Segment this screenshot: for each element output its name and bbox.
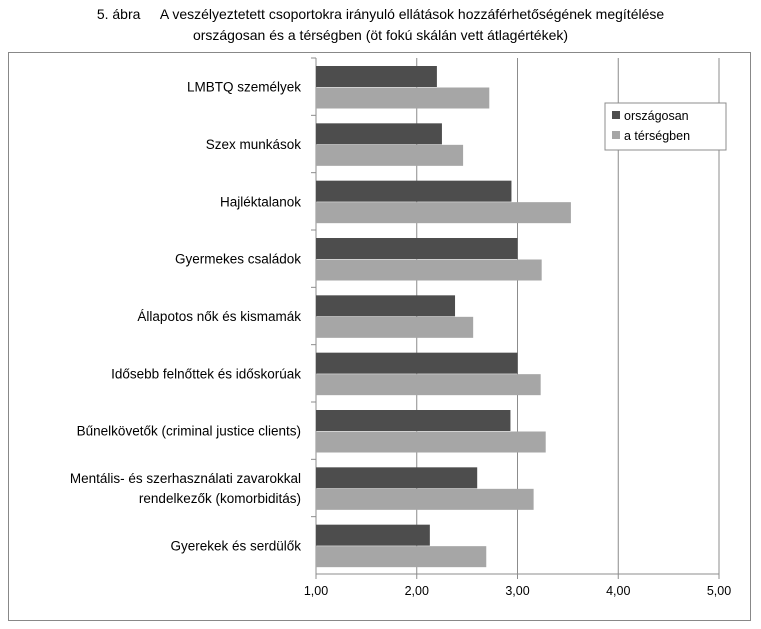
category-label: Szex munkások — [206, 137, 302, 152]
category-label: Idősebb felnőttek és időskorúak — [111, 366, 301, 381]
bar-orszagosan — [316, 352, 518, 374]
bar-tersegben — [316, 316, 474, 338]
bar-orszagosan — [316, 467, 478, 489]
bar-tersegben — [316, 87, 490, 109]
title-line-1: 5. ábra A veszélyeztetett csoportokra ir… — [0, 6, 761, 22]
bar-tersegben — [316, 374, 541, 396]
legend-label: a térségben — [624, 129, 690, 143]
x-tick-label: 1,00 — [304, 584, 328, 598]
bar-orszagosan — [316, 66, 437, 87]
bar-orszagosan — [316, 410, 511, 431]
category-label: Hajléktalanok — [220, 194, 301, 209]
category-label: rendelkezők (komorbiditás) — [139, 491, 301, 506]
bar-tersegben — [316, 431, 546, 453]
bar-tersegben — [316, 488, 534, 510]
bar-orszagosan — [316, 238, 518, 259]
x-tick-label: 5,00 — [707, 584, 731, 598]
chart-frame — [8, 52, 751, 621]
bar-tersegben — [316, 202, 571, 224]
bar-tersegben — [316, 259, 542, 281]
legend-swatch — [612, 131, 620, 139]
x-tick-label: 3,00 — [505, 584, 529, 598]
bar-orszagosan — [316, 180, 512, 202]
legend-box — [604, 102, 727, 151]
category-label: Gyerekek és serdülők — [170, 538, 301, 553]
bar-tersegben — [316, 546, 487, 568]
legend-swatch — [612, 111, 620, 119]
bar-orszagosan — [316, 524, 430, 546]
category-label: Állapotos nők és kismamák — [137, 309, 301, 324]
category-label: Bűnelkövetők (criminal justice clients) — [77, 424, 301, 439]
bar-orszagosan — [316, 295, 456, 317]
bar-tersegben — [316, 144, 464, 166]
x-tick-label: 2,00 — [405, 584, 429, 598]
category-label: Gyermekes családok — [175, 252, 301, 267]
category-label: Mentális- és szerhasználati zavarokkal — [70, 471, 301, 486]
legend-label: országosan — [624, 109, 689, 123]
category-label: LMBTQ személyek — [187, 80, 301, 95]
figure-title: A veszélyeztetett csoportokra irányuló e… — [159, 6, 665, 22]
bar-orszagosan — [316, 123, 442, 145]
x-tick-label: 4,00 — [606, 584, 630, 598]
title-line-2: országosan és a térségben (öt fokú skálá… — [192, 27, 569, 43]
figure-number: 5. ábra — [96, 6, 141, 22]
